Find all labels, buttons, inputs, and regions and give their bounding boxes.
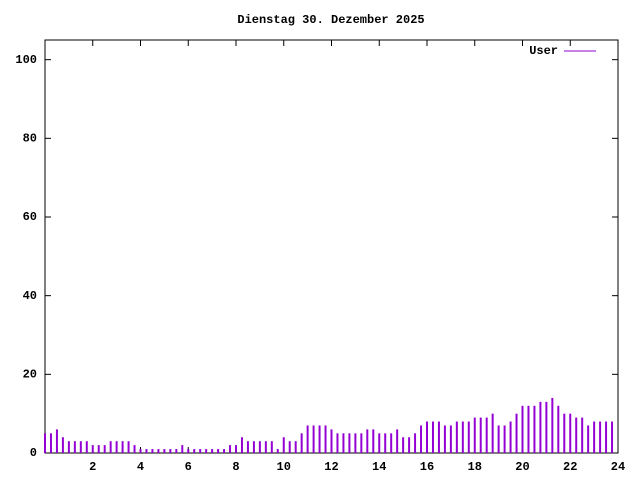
x-tick-label: 20 [515, 460, 529, 474]
x-tick-label: 12 [324, 460, 338, 474]
y-tick-label: 20 [23, 368, 37, 382]
y-tick-label: 80 [23, 132, 37, 146]
x-tick-label: 8 [232, 460, 239, 474]
x-tick-label: 2 [89, 460, 96, 474]
legend-label: User [529, 44, 558, 58]
x-tick-label: 14 [372, 460, 386, 474]
x-tick-label: 6 [185, 460, 192, 474]
y-tick-label: 100 [15, 53, 37, 67]
x-tick-label: 22 [563, 460, 577, 474]
x-tick-label: 4 [137, 460, 144, 474]
chart-title: Dienstag 30. Dezember 2025 [237, 13, 424, 27]
y-tick-label: 60 [23, 210, 37, 224]
x-tick-label: 18 [468, 460, 482, 474]
x-tick-label: 10 [277, 460, 291, 474]
y-tick-label: 40 [23, 289, 37, 303]
y-tick-label: 0 [30, 446, 37, 460]
x-tick-label: 24 [611, 460, 625, 474]
x-tick-label: 16 [420, 460, 434, 474]
